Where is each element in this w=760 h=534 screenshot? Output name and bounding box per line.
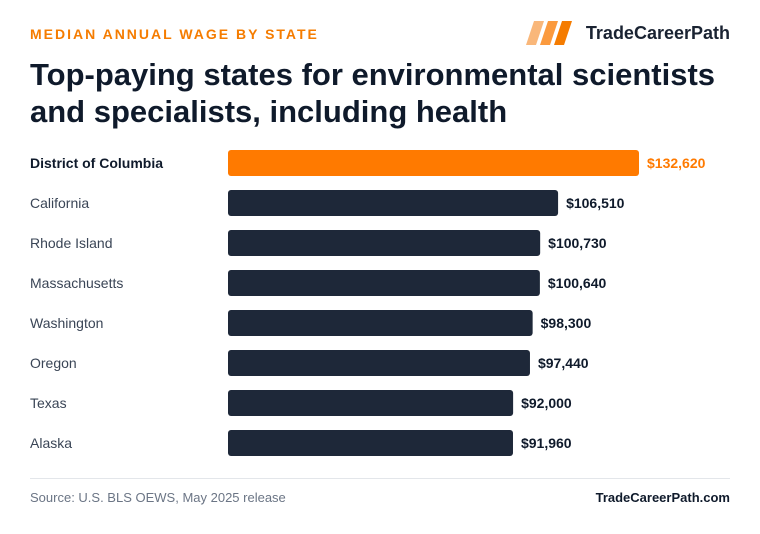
category-label: District of Columbia xyxy=(30,155,163,171)
stripes-logo-icon xyxy=(525,21,572,45)
value-label: $92,000 xyxy=(521,395,572,411)
bar xyxy=(228,430,513,456)
chart-title: Top-paying states for environmental scie… xyxy=(30,57,716,129)
value-label: $132,620 xyxy=(647,155,706,171)
bar xyxy=(228,270,540,296)
category-label: Washington xyxy=(30,315,103,331)
value-label: $106,510 xyxy=(566,195,625,211)
bar xyxy=(228,350,530,376)
category-label: Texas xyxy=(30,395,67,411)
bar xyxy=(228,310,533,336)
category-label: Rhode Island xyxy=(30,235,113,251)
brand-logo[interactable]: TradeCareerPath xyxy=(525,20,730,46)
value-label: $100,640 xyxy=(548,275,607,291)
bar xyxy=(228,150,639,176)
bar xyxy=(228,190,559,216)
footer-site-link[interactable]: TradeCareerPath.com xyxy=(595,490,730,505)
value-label: $97,440 xyxy=(538,355,589,371)
brand-name: TradeCareerPath xyxy=(585,22,730,43)
footer-divider xyxy=(30,478,730,479)
category-label: Oregon xyxy=(30,355,77,371)
category-label: Massachusetts xyxy=(30,275,123,291)
eyebrow-label: MEDIAN ANNUAL WAGE BY STATE xyxy=(30,26,319,42)
bar xyxy=(228,230,541,256)
value-label: $98,300 xyxy=(541,315,592,331)
bar xyxy=(228,390,514,416)
value-label: $100,730 xyxy=(548,235,607,251)
value-label: $91,960 xyxy=(521,435,572,451)
category-label: Alaska xyxy=(30,435,72,451)
source-note: Source: U.S. BLS OEWS, May 2025 release xyxy=(30,490,286,505)
category-label: California xyxy=(30,195,89,211)
